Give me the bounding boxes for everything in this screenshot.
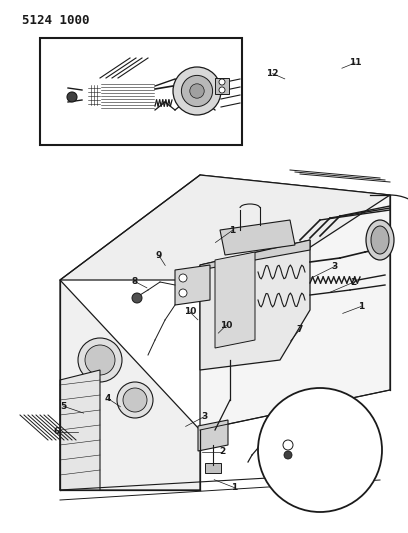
Circle shape <box>190 84 204 98</box>
Circle shape <box>219 79 225 85</box>
Bar <box>215 78 229 94</box>
Text: 8: 8 <box>131 277 138 286</box>
Circle shape <box>283 440 293 450</box>
Polygon shape <box>88 85 100 105</box>
Polygon shape <box>355 430 370 451</box>
Text: 5124 1000: 5124 1000 <box>22 14 89 27</box>
Text: 1: 1 <box>231 483 238 492</box>
Polygon shape <box>175 265 210 305</box>
Circle shape <box>85 345 115 375</box>
Text: 11: 11 <box>349 59 361 67</box>
Polygon shape <box>60 175 390 280</box>
Bar <box>40 38 242 145</box>
Circle shape <box>219 87 225 93</box>
Text: 5: 5 <box>60 402 67 410</box>
Polygon shape <box>60 370 100 490</box>
Text: 1: 1 <box>358 302 364 311</box>
Text: 9: 9 <box>156 252 162 260</box>
Circle shape <box>173 67 221 115</box>
Text: 7: 7 <box>297 325 303 334</box>
Circle shape <box>132 293 142 303</box>
Circle shape <box>78 338 122 382</box>
Circle shape <box>179 289 187 297</box>
Polygon shape <box>60 280 200 490</box>
Polygon shape <box>215 252 255 348</box>
Polygon shape <box>198 420 228 451</box>
Polygon shape <box>200 240 310 370</box>
Ellipse shape <box>371 226 389 254</box>
Text: 10: 10 <box>184 308 196 316</box>
Polygon shape <box>280 430 315 455</box>
Polygon shape <box>100 82 155 110</box>
Ellipse shape <box>366 220 394 260</box>
Text: 4: 4 <box>105 394 111 403</box>
Polygon shape <box>82 72 100 118</box>
Text: 6: 6 <box>54 427 60 436</box>
Bar <box>205 463 221 473</box>
Circle shape <box>179 274 187 282</box>
Text: 2: 2 <box>219 448 226 456</box>
Text: 12: 12 <box>266 69 279 78</box>
Circle shape <box>284 451 292 459</box>
Circle shape <box>123 388 147 412</box>
Polygon shape <box>220 220 295 255</box>
Text: 3: 3 <box>201 413 207 421</box>
Circle shape <box>258 388 382 512</box>
Text: 1: 1 <box>229 226 236 235</box>
Circle shape <box>67 92 77 102</box>
Circle shape <box>182 75 213 107</box>
Text: 2: 2 <box>350 278 356 287</box>
Polygon shape <box>200 240 310 270</box>
Text: 10: 10 <box>220 321 233 329</box>
Text: 3: 3 <box>331 262 338 271</box>
Polygon shape <box>315 428 345 449</box>
Polygon shape <box>200 175 390 430</box>
Circle shape <box>117 382 153 418</box>
